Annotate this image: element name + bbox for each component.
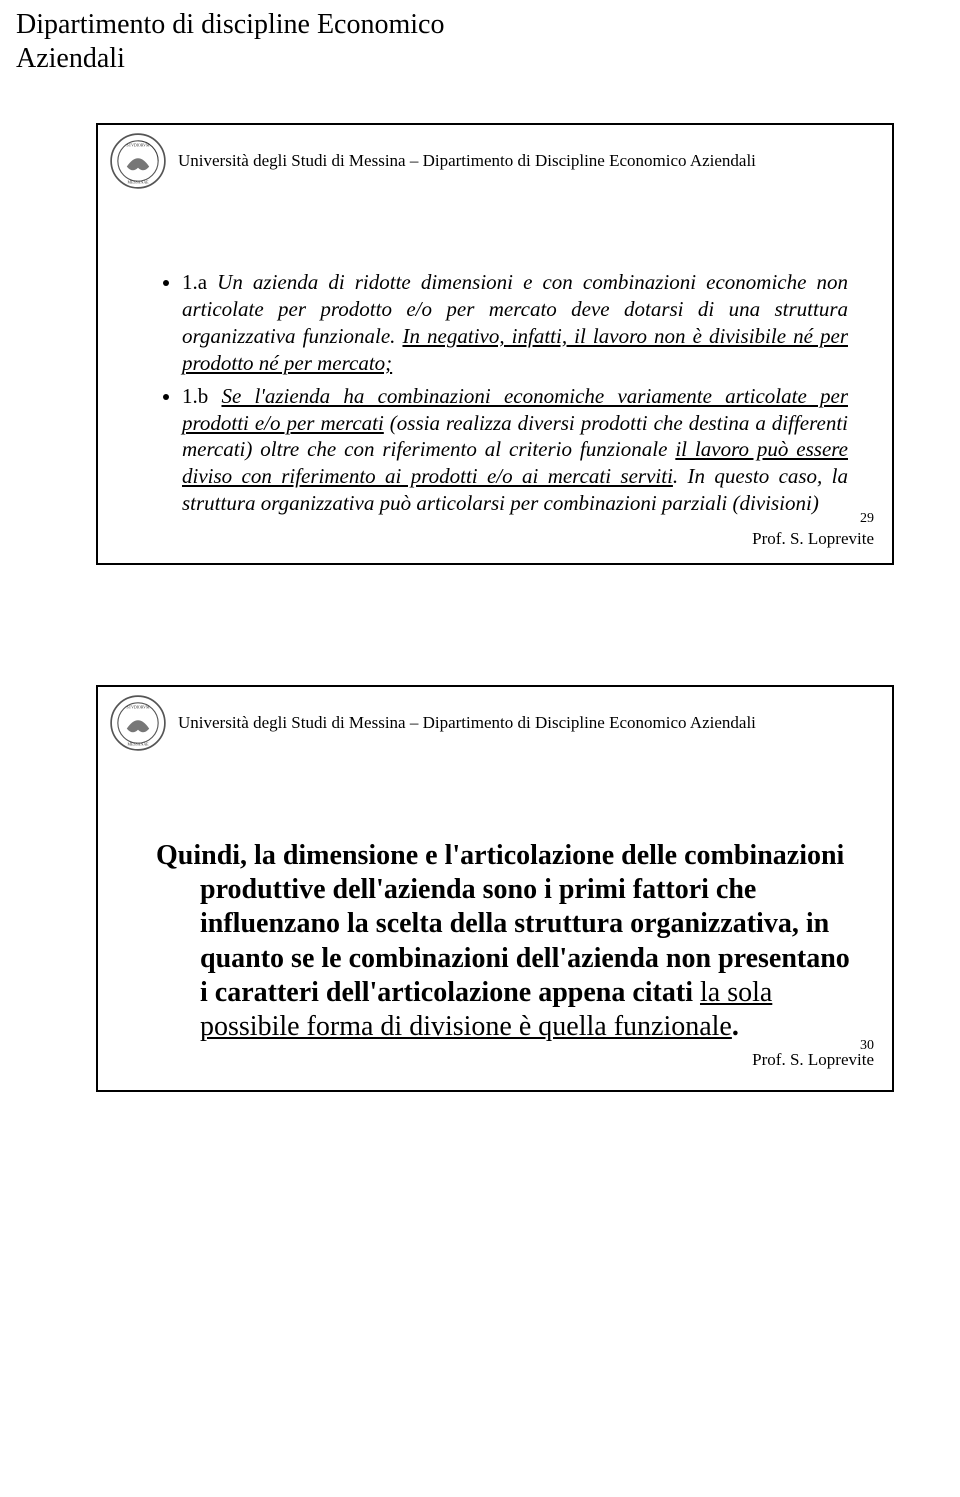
slide-header: STVDIORVM MESSANAE Università degli Stud…	[98, 125, 892, 189]
university-line: Università degli Studi di Messina – Dipa…	[178, 713, 756, 733]
slide-number: 30	[860, 1038, 874, 1054]
slide-number: 29	[860, 511, 874, 527]
slide-body: Quindi, la dimensione e l'articolazione …	[98, 751, 892, 1044]
svg-text:MESSANAE: MESSANAE	[127, 742, 149, 746]
university-seal-icon: STVDIORVM MESSANAE	[110, 695, 166, 751]
university-line: Università degli Studi di Messina – Dipa…	[178, 151, 756, 171]
slide-body: 1.a Un azienda di ridotte dimensioni e c…	[98, 189, 892, 517]
slide-29: STVDIORVM MESSANAE Università degli Stud…	[96, 123, 894, 565]
slide-header: STVDIORVM MESSANAE Università degli Stud…	[98, 687, 892, 751]
slide-footer: Prof. S. Loprevite	[98, 1044, 892, 1070]
bullet-1a: 1.a Un azienda di ridotte dimensioni e c…	[182, 269, 848, 377]
slide-footer: Prof. S. Loprevite	[98, 523, 892, 549]
slide-30: STVDIORVM MESSANAE Università degli Stud…	[96, 685, 894, 1092]
para-period: .	[732, 1011, 739, 1042]
bullet-1b: 1.b Se l'azienda ha combinazioni economi…	[182, 383, 848, 517]
main-paragraph: Quindi, la dimensione e l'articolazione …	[156, 839, 850, 1044]
bullet-lead: 1.a	[182, 270, 207, 294]
header-line2: Aziendali	[16, 43, 125, 74]
svg-text:MESSANAE: MESSANAE	[127, 181, 149, 185]
svg-text:STVDIORVM: STVDIORVM	[127, 144, 150, 148]
bullet-lead: 1.b	[182, 384, 208, 408]
university-seal-icon: STVDIORVM MESSANAE	[110, 133, 166, 189]
svg-text:STVDIORVM: STVDIORVM	[127, 706, 150, 710]
page-header: Dipartimento di discipline Economico Azi…	[0, 0, 960, 75]
header-line1: Dipartimento di discipline Economico	[16, 9, 444, 40]
